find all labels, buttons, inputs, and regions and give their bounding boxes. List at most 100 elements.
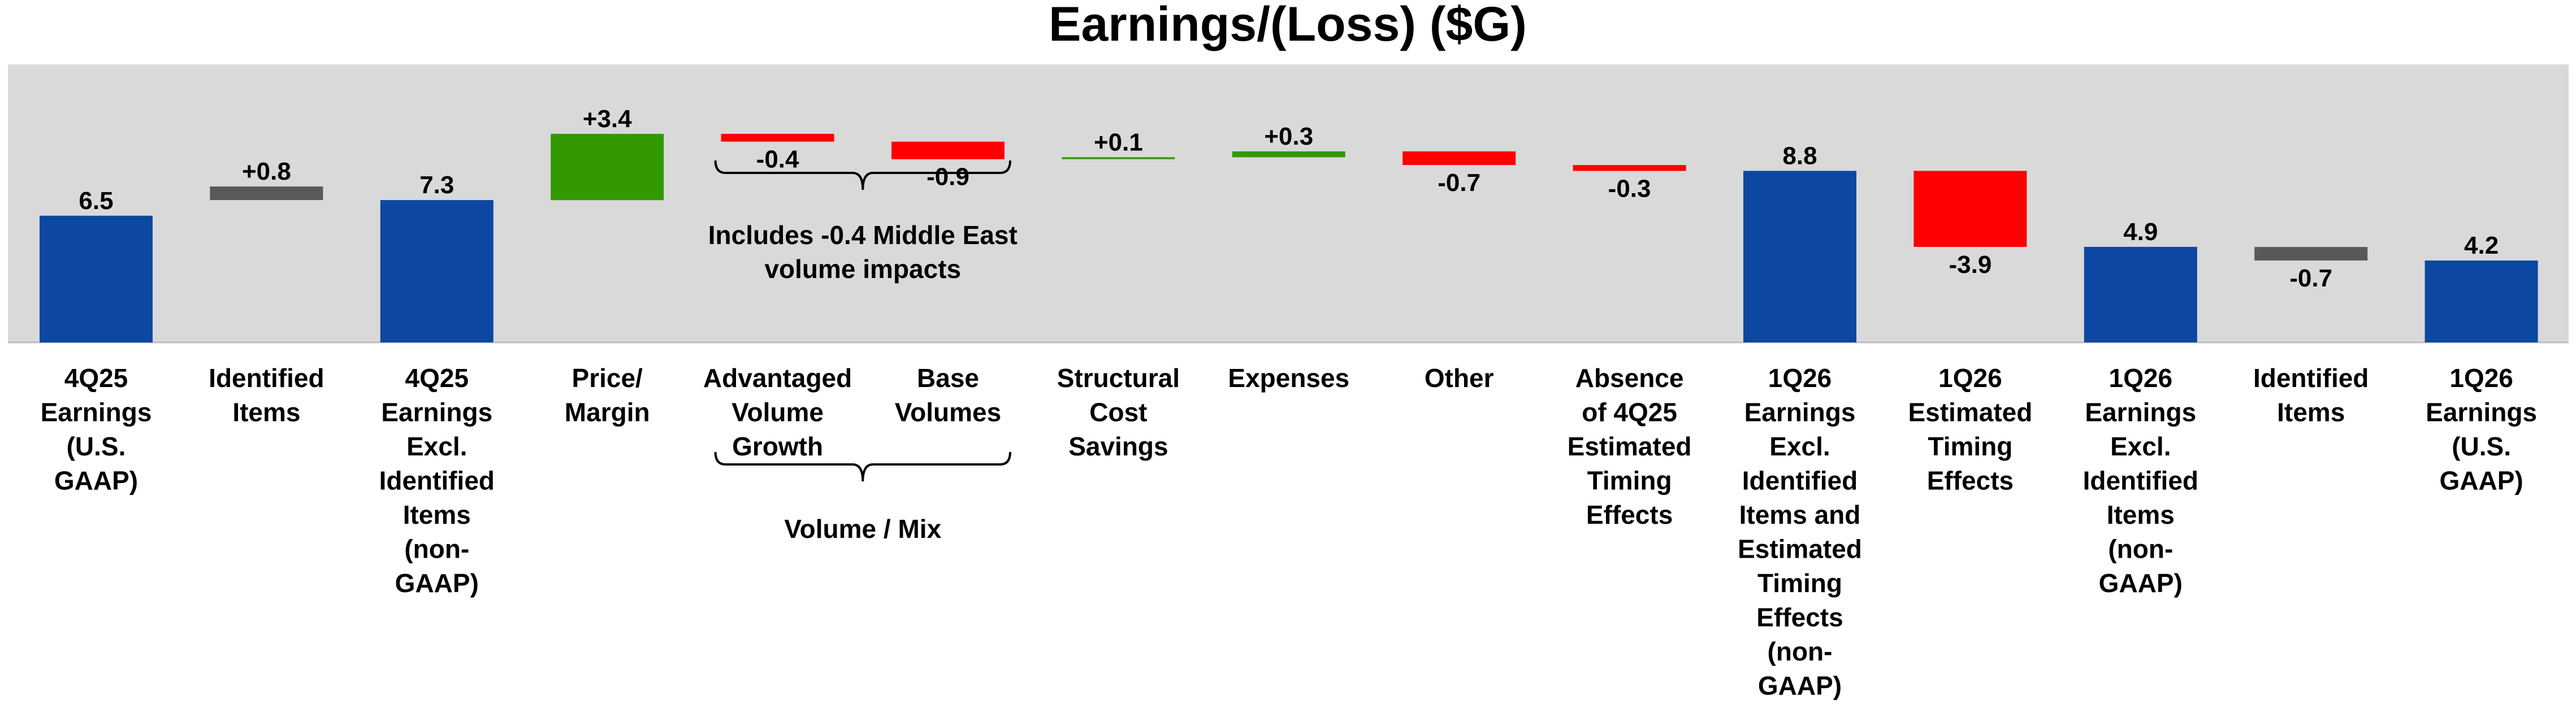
category-label-line: 1Q26 — [1938, 363, 2002, 393]
category-label-1: 4Q25 Earnings (U.S. GAAP) — [41, 363, 152, 496]
category-label-line: Earnings — [41, 398, 152, 427]
category-label-11: 1Q26 Earnings Excl. Identified Items and Esti… — [1738, 363, 1862, 701]
category-label-4: Price/Margin — [565, 363, 650, 427]
value-label-6: -0.9 — [927, 163, 969, 191]
category-label-line: Effects — [1756, 603, 1843, 632]
bar-10 — [1573, 165, 1686, 171]
category-label-5: Advantaged Volume Growth — [703, 363, 852, 461]
category-label-line: (U.S. — [2452, 432, 2511, 461]
category-label-line: Cost — [1089, 398, 1147, 427]
category-label-line: Price/ — [572, 363, 643, 393]
category-label-line: Effects — [1586, 500, 1673, 529]
category-label-line: Growth — [732, 432, 823, 461]
category-label-line: (non- — [1768, 637, 1833, 666]
category-label-line: Items — [403, 500, 471, 529]
category-label-line: Timing — [1928, 432, 2012, 461]
bar-3 — [380, 200, 493, 342]
category-label-line: Other — [1425, 363, 1494, 393]
category-label-8: Expenses — [1228, 363, 1349, 393]
value-label-2: +0.8 — [242, 158, 291, 185]
category-label-line: Savings — [1068, 432, 1168, 461]
category-label-line: Earnings — [2085, 398, 2196, 427]
category-label-line: Timing — [1587, 466, 1672, 496]
value-label-15: 4.2 — [2464, 232, 2499, 259]
category-label-line: Expenses — [1228, 363, 1349, 393]
volume-mix-brace — [714, 451, 1011, 482]
category-label-line: Absence — [1575, 363, 1684, 393]
category-label-14: Identified Items — [2253, 363, 2369, 427]
category-label-15: 1Q26 Earnings (U.S. GAAP) — [2426, 363, 2537, 496]
category-label-line: Items — [2277, 398, 2345, 427]
bar-15 — [2425, 260, 2538, 342]
bar-13 — [2084, 246, 2197, 342]
category-label-10: Absence of 4Q25 Estimated Timing Effects — [1568, 363, 1692, 529]
bar-7 — [1062, 157, 1175, 159]
value-label-5: -0.4 — [756, 146, 799, 173]
value-label-8: +0.3 — [1264, 123, 1313, 150]
category-label-12: 1Q26 Estimated Timing Effects — [1908, 363, 2032, 496]
category-label-line: Volumes — [895, 398, 1001, 427]
chart-title: Earnings/(Loss) ($G) — [1049, 0, 1527, 51]
value-label-7: +0.1 — [1094, 128, 1143, 156]
category-label-line: Identified — [2083, 466, 2198, 496]
category-label-line: 1Q26 — [1768, 363, 1832, 393]
category-label-line: Margin — [565, 398, 650, 427]
category-label-line: Identified — [379, 466, 495, 496]
category-label-line: 4Q25 — [64, 363, 128, 393]
bars-layer — [40, 133, 2538, 343]
category-label-line: Estimated — [1568, 432, 1692, 461]
value-labels-layer: 6.5 +0.8 7.3 +3.4 -0.4 -0.9 +0.1 +0.3 -0.7 -0.3 8.… — [79, 105, 2499, 292]
category-label-line: of 4Q25 — [1582, 398, 1677, 427]
category-label-line: Estimated — [1738, 534, 1862, 564]
category-label-line: GAAP) — [54, 466, 138, 496]
value-label-10: -0.3 — [1608, 175, 1651, 202]
middle-east-brace — [714, 160, 1011, 190]
category-label-line: 4Q25 — [405, 363, 469, 393]
value-label-12: -3.9 — [1949, 251, 1991, 279]
category-label-line: 1Q26 — [2449, 363, 2513, 393]
category-label-line: Effects — [1927, 466, 2014, 496]
category-label-9: Other — [1425, 363, 1494, 393]
category-label-line: (non- — [2108, 534, 2173, 564]
category-label-line: Structural — [1057, 363, 1180, 393]
volume-mix-group: Volume / Mix — [784, 514, 941, 544]
bar-8 — [1232, 151, 1345, 158]
annotation-line: Includes -0.4 Middle East — [708, 220, 1018, 250]
category-label-line: Excl. — [1769, 432, 1830, 461]
bar-14 — [2254, 247, 2368, 261]
bar-2 — [210, 186, 323, 201]
category-label-line: Base — [917, 363, 979, 393]
bar-1 — [40, 215, 153, 343]
category-label-line: Advantaged — [703, 363, 852, 393]
value-label-14: -0.7 — [2289, 264, 2332, 292]
category-label-line: GAAP) — [2099, 568, 2183, 598]
category-label-line: Identified — [209, 363, 324, 393]
category-label-line: Timing — [1757, 568, 1842, 598]
category-label-line: Excl. — [2110, 432, 2171, 461]
value-label-4: +3.4 — [583, 105, 632, 133]
value-label-13: 4.9 — [2123, 218, 2158, 246]
value-label-3: 7.3 — [419, 171, 454, 199]
value-label-11: 8.8 — [1782, 142, 1817, 170]
category-label-2: Identified Items — [209, 363, 324, 427]
category-label-line: Identified — [2253, 363, 2369, 393]
middle-east-note: Includes -0.4 Middle East volume impacts — [708, 220, 1018, 284]
category-label-line: Earnings — [2426, 398, 2537, 427]
category-label-line: (non- — [404, 534, 469, 564]
bar-5 — [721, 133, 834, 142]
category-label-7: Structural Cost Savings — [1057, 363, 1180, 461]
bar-9 — [1402, 151, 1516, 165]
category-label-line: Earnings — [381, 398, 492, 427]
annotation-line: volume impacts — [764, 254, 961, 284]
category-label-line: GAAP) — [1758, 671, 1842, 701]
bar-12 — [1913, 171, 2027, 247]
value-label-1: 6.5 — [79, 187, 113, 215]
bar-6 — [891, 141, 1005, 159]
category-label-line: GAAP) — [395, 568, 479, 598]
annotations-layer: Includes -0.4 Middle East volume impacts V… — [708, 160, 1018, 544]
category-label-line: GAAP) — [2439, 466, 2523, 496]
value-label-9: -0.7 — [1438, 169, 1480, 197]
category-labels-layer: 4Q25 Earnings (U.S. GAAP) Identified Items 4Q2… — [41, 363, 2537, 701]
category-label-3: 4Q25 Earnings Excl. Identified Items (non- GAA… — [379, 363, 495, 598]
